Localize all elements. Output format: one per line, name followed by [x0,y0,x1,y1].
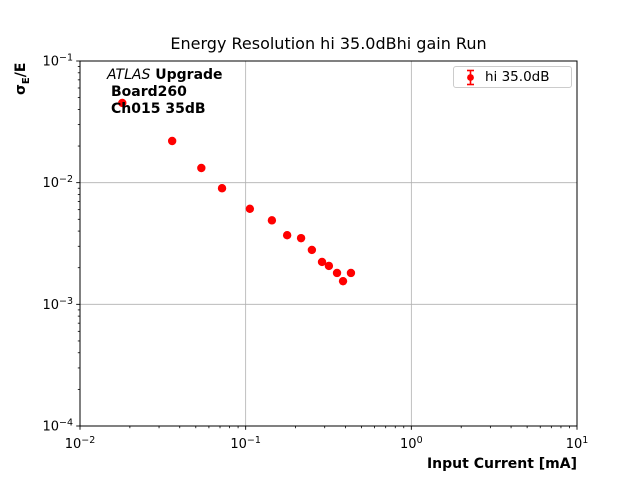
annotation-line-1: ATLAS Upgrade [107,67,223,84]
legend-errorbar-icon [467,69,474,85]
y-axis-label-rest: /E [13,62,29,78]
data-point [317,257,327,267]
y-tick-label: 10−4 [42,418,73,435]
data-point [338,276,348,286]
y-tick-label: 10−1 [42,53,73,70]
chart-title: Energy Resolution hi 35.0dBhi gain Run [170,34,487,53]
plot-area [79,60,578,427]
annotation-upgrade: Upgrade [155,67,223,83]
x-tick-label: 100 [400,435,423,452]
x-tick-label: 101 [566,435,589,452]
x-tick-label: 10−1 [230,435,261,452]
legend-label: hi 35.0dB [485,69,550,85]
data-point [217,184,227,193]
data-point [118,98,127,108]
data-point [332,268,342,278]
y-tick-label: 10−3 [42,296,73,313]
annotation-line-3: Ch015 35dB [111,101,206,117]
data-point [307,245,317,255]
data-point [346,268,356,278]
data-point [296,233,306,243]
x-axis-label: Input Current [mA] [426,456,577,472]
data-point [282,231,292,240]
annotation-experiment: ATLAS [107,67,151,83]
y-axis-label-subscript: E [20,77,32,85]
x-tick-label: 10−2 [65,435,96,452]
annotation-line-2: Board260 [111,84,187,100]
data-point [245,204,255,213]
y-axis-label-sigma: σ [13,84,29,95]
data-point [167,136,177,146]
y-tick-label: 10−2 [42,174,73,191]
data-point [267,216,277,225]
legend: hi 35.0dB [453,66,572,88]
y-axis-label: σE/E [13,63,32,95]
data-point [324,261,334,271]
atlas-annotation: ATLAS Upgrade Board260 Ch015 35dB [107,67,223,118]
data-point [197,163,206,173]
